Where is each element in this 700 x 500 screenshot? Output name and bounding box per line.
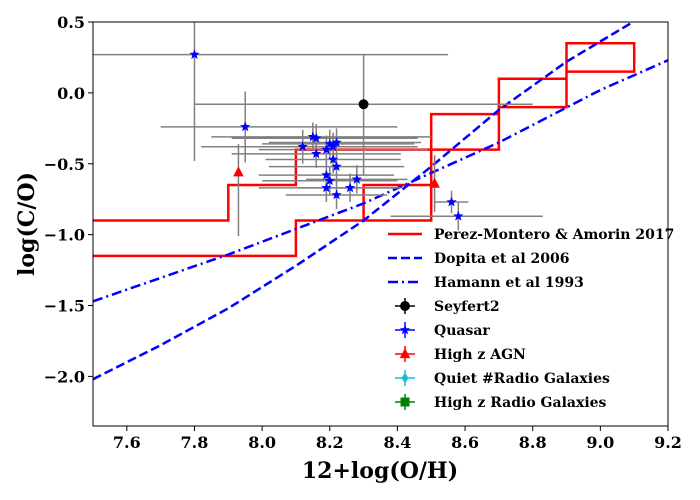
x-tick-label: 7.8 <box>181 433 209 452</box>
legend-label: Hamann et al 1993 <box>434 275 584 291</box>
x-axis-label: 12+log(O/H) <box>302 458 458 484</box>
x-tick-label: 9.2 <box>654 433 682 452</box>
legend-marker <box>400 397 410 407</box>
line-series-1 <box>93 22 636 381</box>
data-point-quasar <box>344 182 356 193</box>
legend-label: High z AGN <box>434 347 526 363</box>
line-series-0 <box>93 42 636 258</box>
data-point-high-z-agn <box>429 177 440 188</box>
x-tick-label: 8.4 <box>383 433 411 452</box>
data-point-quasar <box>328 141 339 152</box>
x-tick-label: 8.8 <box>519 433 547 452</box>
legend-label: Quasar <box>434 323 490 339</box>
data-point-quasar <box>324 175 335 186</box>
legend-label: Dopita et al 2006 <box>434 251 569 267</box>
legend: Perez-Montero & Amorin 2017 Dopita et al … <box>388 227 674 411</box>
reference-lines <box>93 22 668 381</box>
data-point-quasar <box>324 138 335 149</box>
data-point-quasar <box>311 148 322 159</box>
data-point-quasar <box>311 132 322 143</box>
x-tick-label: 8.6 <box>451 433 479 452</box>
data-point-quasar <box>446 196 457 207</box>
legend-label: High z Radio Galaxies <box>434 395 607 411</box>
line-series-0 <box>363 185 433 222</box>
data-point-quasar <box>321 182 332 193</box>
x-axis: 7.6 7.8 8.0 8.2 8.4 8.6 8.8 9.0 9.2 <box>113 426 682 452</box>
y-tick-label: −2.0 <box>44 367 85 386</box>
data-point-quasar <box>453 210 464 221</box>
y-axis-label: log(C/O) <box>14 172 40 276</box>
legend-marker <box>401 372 409 384</box>
plot-frame <box>92 21 669 427</box>
y-tick-label: 0.0 <box>57 84 85 103</box>
y-tick-label: −1.5 <box>44 297 85 316</box>
data-point-quasar <box>321 144 332 154</box>
data-markers <box>189 49 464 221</box>
data-point-quasar <box>331 137 342 147</box>
legend-marker <box>399 324 411 335</box>
data-point-quasar <box>297 141 308 152</box>
data-point-quasar <box>321 169 332 180</box>
x-tick-label: 8.0 <box>248 433 276 452</box>
data-point-quasar <box>189 49 200 59</box>
data-point-seyfert2 <box>358 99 369 110</box>
x-tick-label: 8.2 <box>316 433 344 452</box>
y-tick-label: −0.5 <box>44 155 85 174</box>
legend-label: Perez-Montero & Amorin 2017 <box>434 227 674 243</box>
x-tick-label: 9.0 <box>586 433 614 452</box>
data-point-quasar <box>331 189 342 200</box>
data-point-quasar <box>240 121 251 132</box>
legend-label: Seyfert2 <box>434 299 500 315</box>
y-tick-label: 0.5 <box>57 13 85 32</box>
legend-marker <box>399 348 411 359</box>
legend-label: Quiet #Radio Galaxies <box>434 371 610 387</box>
data-point-quasar <box>331 161 342 171</box>
legend-marker <box>400 301 410 311</box>
y-tick-label: −1.0 <box>44 226 85 245</box>
data-point-high-z-agn <box>233 166 244 177</box>
x-tick-label: 7.6 <box>113 433 141 452</box>
data-point-quasar <box>307 131 318 142</box>
data-point-quasar <box>328 154 339 164</box>
y-axis: −2.0 −1.5 −1.0 −0.5 0.0 0.5 <box>44 13 93 386</box>
line-series-2 <box>93 59 668 303</box>
data-point-quasar <box>351 173 362 184</box>
